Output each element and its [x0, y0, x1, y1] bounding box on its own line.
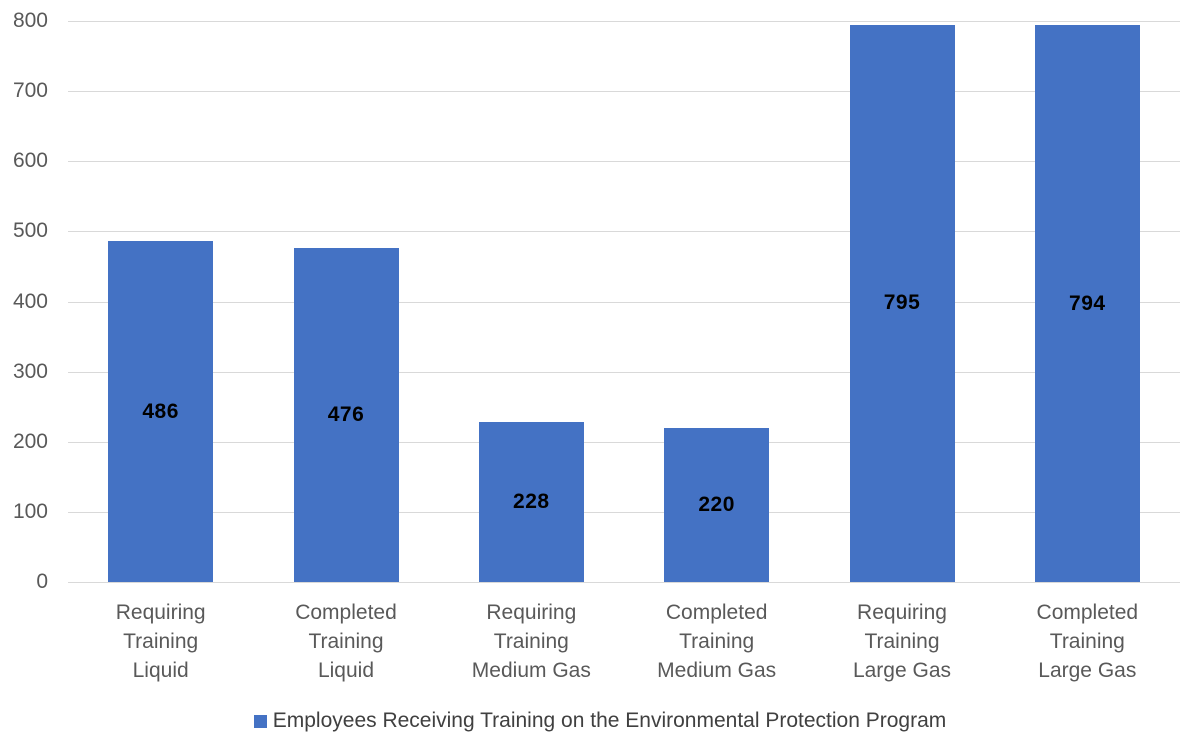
gridline [68, 371, 1180, 373]
gridline [68, 161, 1180, 163]
gridline [68, 441, 1180, 443]
y-axis-tick-label: 400 [12, 289, 48, 313]
x-category-label: Completed Training Liquid [295, 601, 397, 682]
x-category-label: Requiring Training Medium Gas [471, 601, 591, 682]
bar-value-label: 476 [327, 403, 365, 427]
gridline [68, 301, 1180, 303]
gridline [68, 511, 1180, 513]
bar [849, 24, 955, 582]
y-axis-tick-label: 300 [12, 359, 48, 383]
gridline [68, 231, 1180, 233]
y-axis-tick-label: 700 [12, 79, 48, 103]
gridline [68, 21, 1180, 22]
legend: Employees Receiving Training on the Envi… [0, 706, 1200, 736]
y-axis-tick-label: 100 [12, 499, 48, 523]
y-axis-tick-label: 600 [12, 149, 48, 173]
x-category-label: Requiring Training Large Gas [852, 601, 952, 682]
bar [108, 241, 214, 582]
bar-value-label: 795 [883, 291, 921, 315]
x-category-label: Completed Training Large Gas [1036, 601, 1139, 682]
bar [1034, 25, 1140, 582]
bar [478, 422, 584, 582]
legend-label: Employees Receiving Training on the Envi… [272, 709, 947, 732]
y-axis-tick-label: 800 [12, 9, 48, 32]
x-category-label: Requiring Training Liquid [115, 601, 206, 682]
y-axis-tick-label: 0 [36, 570, 48, 593]
bar-value-label: 794 [1069, 291, 1106, 315]
legend-marker-square [253, 714, 267, 728]
bar-value-label: 228 [513, 490, 550, 514]
bar-value-label: 220 [698, 492, 735, 516]
y-axis-tick-label: 200 [12, 429, 48, 453]
x-category-label: Completed Training Medium Gas [657, 601, 777, 682]
gridline [68, 91, 1180, 93]
bar-value-label: 486 [142, 399, 179, 423]
gridline [68, 582, 1180, 583]
y-axis-tick-label: 500 [12, 219, 48, 243]
bar [664, 427, 770, 582]
bar [293, 248, 399, 582]
